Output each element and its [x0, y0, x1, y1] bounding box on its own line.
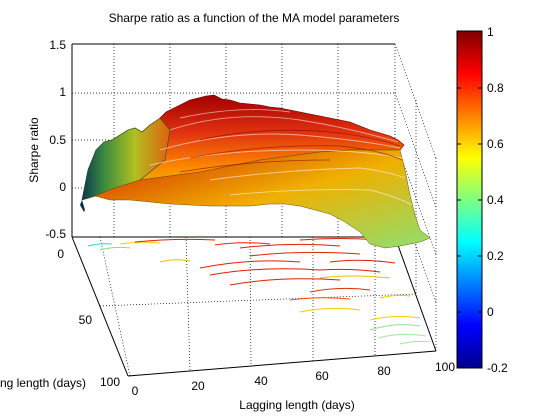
y-axis-ticks: 0 50 100 — [57, 247, 120, 389]
z-tick-label: -0.5 — [45, 227, 66, 241]
contour-line — [215, 243, 270, 245]
contour-line — [300, 308, 360, 312]
colorbar-tick-label: -0.2 — [487, 361, 508, 375]
x-tick-label: 60 — [315, 369, 329, 383]
chart-title: Sharpe ratio as a function of the MA mod… — [109, 11, 400, 25]
contour-line — [310, 288, 370, 292]
x-axis-ticks: 0 20 40 60 80 100 — [132, 360, 456, 398]
grid-line — [395, 44, 436, 158]
contour-projection — [88, 239, 430, 345]
contour-line — [240, 244, 340, 248]
colorbar-tick-label: 0.4 — [487, 193, 504, 207]
contour-line — [100, 247, 130, 250]
z-tick-label: 1.5 — [49, 38, 66, 52]
contour-line — [378, 334, 426, 338]
y-tick-label: 50 — [79, 313, 93, 327]
x-tick-label: 20 — [191, 379, 205, 393]
contour-line — [250, 252, 360, 256]
z-tick-label: 1 — [59, 85, 66, 99]
x-tick-label: 40 — [254, 374, 268, 388]
contour-line — [290, 298, 350, 300]
contour-line — [380, 295, 410, 298]
contour-line — [320, 276, 390, 278]
y-axis-label: Leading length (days) — [0, 376, 86, 390]
contour-line — [135, 239, 215, 242]
contour-line — [230, 279, 340, 285]
colorbar-tick-label: 0 — [487, 305, 494, 319]
y-tick-label: 100 — [100, 375, 120, 389]
contour-line — [370, 325, 420, 330]
z-tick-label: 0.5 — [49, 133, 66, 147]
x-tick-label: 0 — [132, 384, 139, 398]
contour-line — [88, 244, 112, 246]
contour-line — [370, 316, 420, 320]
x-tick-label: 100 — [435, 360, 455, 374]
z-tick-label: 0 — [59, 180, 66, 194]
x-axis-label: Lagging length (days) — [239, 398, 354, 412]
contour-line — [160, 260, 190, 262]
colorbar-tick-label: 0.8 — [487, 81, 504, 95]
y-tick-label: 0 — [57, 247, 64, 261]
y-axis-line — [72, 237, 128, 376]
z-axis-ticks: 1.5 1 0.5 0 -0.5 — [45, 38, 66, 241]
z-axis-label: Sharpe ratio — [27, 117, 41, 183]
colorbar-tick-label: 0.6 — [487, 137, 504, 151]
contour-line — [400, 341, 430, 344]
contour-line — [210, 269, 380, 275]
surface-tail — [80, 200, 85, 212]
contour-line — [120, 242, 160, 244]
colorbar-tick-label: 0.2 — [487, 249, 504, 263]
colorbar: 1 0.8 0.6 0.4 0.2 0 -0.2 — [457, 25, 508, 375]
surface — [80, 95, 430, 248]
contour-line — [330, 260, 395, 263]
grid-line — [100, 237, 130, 376]
colorbar-tick-label: 1 — [487, 25, 494, 39]
grid-line — [186, 237, 190, 371]
grid-line — [100, 294, 416, 306]
x-tick-label: 80 — [377, 364, 391, 378]
